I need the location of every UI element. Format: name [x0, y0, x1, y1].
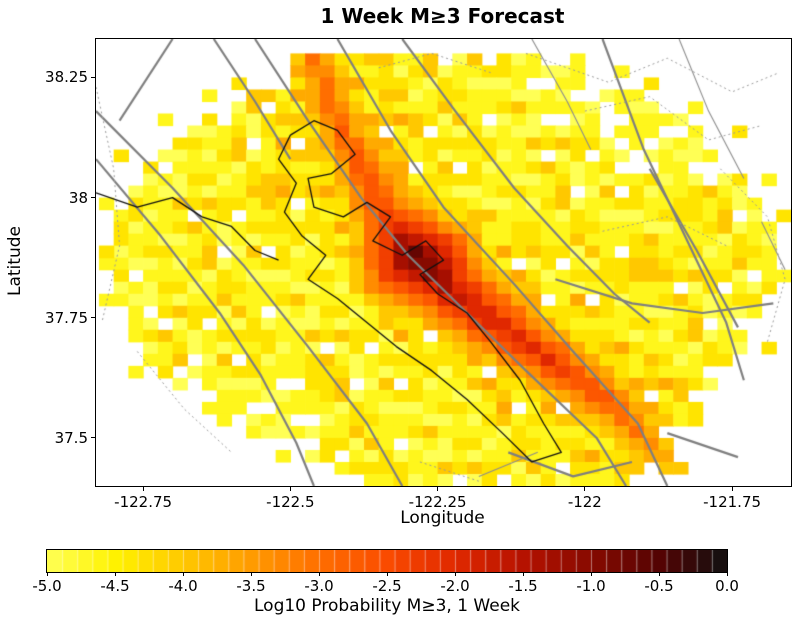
colorbar-tick-label: -5.0 [32, 577, 62, 595]
y-tick-mark [91, 437, 95, 439]
colorbar-tick-mark [46, 572, 48, 576]
colorbar [46, 549, 728, 573]
colorbar-tick-label: 0.0 [715, 577, 739, 595]
y-tick-mark [91, 197, 95, 199]
colorbar-tick-label: -1.5 [508, 577, 538, 595]
x-tick-label: -122.75 [114, 493, 173, 511]
colorbar-tick-label: -0.5 [644, 577, 674, 595]
heatmap-canvas [96, 39, 791, 486]
x-tick-mark [584, 487, 586, 491]
colorbar-tick-mark [250, 572, 252, 576]
y-tick-mark [91, 317, 95, 319]
x-tick-mark [437, 487, 439, 491]
colorbar-canvas [47, 550, 727, 572]
y-tick-label: 38.25 [45, 68, 88, 87]
x-tick-mark [731, 487, 733, 491]
y-tick-mark [91, 76, 95, 78]
colorbar-tick-mark [726, 572, 728, 576]
y-tick-label: 38 [68, 188, 88, 207]
y-tick-label: 37.75 [45, 308, 88, 327]
colorbar-tick-mark [182, 572, 184, 576]
plot-area [95, 38, 792, 487]
colorbar-tick-label: -1.0 [576, 577, 606, 595]
x-axis-label: Longitude [400, 508, 485, 528]
colorbar-tick-label: -4.5 [100, 577, 130, 595]
colorbar-tick-label: -2.0 [440, 577, 470, 595]
colorbar-label: Log10 Probability M≥3, 1 Week [254, 596, 520, 616]
x-tick-mark [142, 487, 144, 491]
x-tick-mark [289, 487, 291, 491]
x-tick-label: -122.5 [266, 493, 315, 511]
x-tick-label: -122 [567, 493, 602, 511]
colorbar-tick-label: -4.0 [168, 577, 198, 595]
colorbar-tick-mark [454, 572, 456, 576]
colorbar-tick-label: -2.5 [372, 577, 402, 595]
y-axis-label: Latitude [5, 226, 25, 297]
colorbar-tick-label: -3.5 [236, 577, 266, 595]
x-tick-label: -122.25 [408, 493, 467, 511]
chart-title: 1 Week M≥3 Forecast [320, 4, 565, 28]
x-tick-label: -121.75 [703, 493, 762, 511]
y-tick-label: 37.5 [54, 428, 88, 447]
colorbar-tick-mark [114, 572, 116, 576]
colorbar-tick-mark [386, 572, 388, 576]
colorbar-tick-mark [590, 572, 592, 576]
colorbar-tick-mark [318, 572, 320, 576]
colorbar-tick-label: -3.0 [304, 577, 334, 595]
colorbar-tick-mark [522, 572, 524, 576]
colorbar-tick-mark [658, 572, 660, 576]
